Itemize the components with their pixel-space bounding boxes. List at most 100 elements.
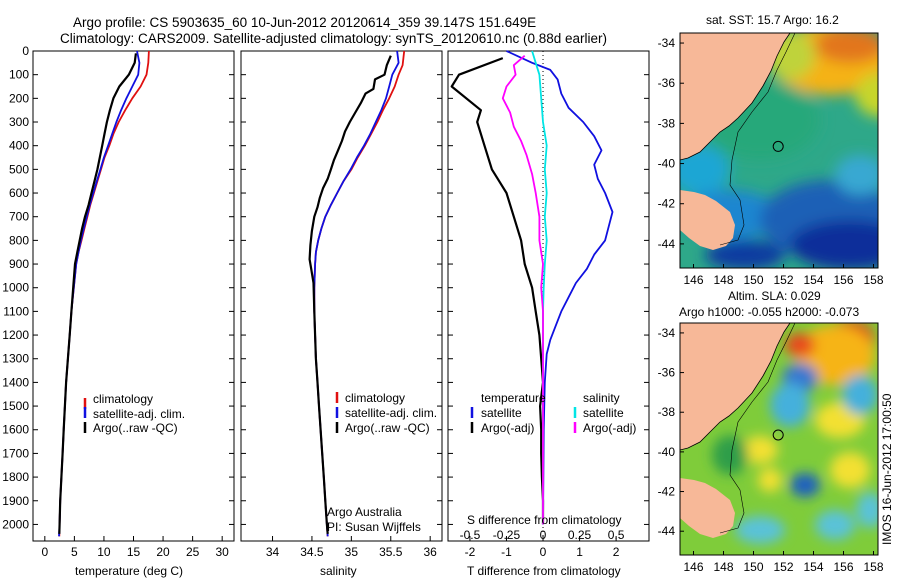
x-tick-label: 2 bbox=[613, 545, 620, 559]
lon-tick-label: 154 bbox=[803, 560, 823, 574]
lon-tick-label: 154 bbox=[803, 273, 823, 287]
legend-title-salinity: salinity bbox=[583, 391, 620, 405]
y-tick-label: 1800 bbox=[2, 470, 29, 484]
legend-label-s-argo: Argo(-adj) bbox=[583, 421, 636, 435]
lon-tick-label: 150 bbox=[743, 273, 763, 287]
sla-tasmania bbox=[680, 478, 735, 538]
lon-tick-label: 156 bbox=[833, 560, 853, 574]
legend-label-satellite-adj: satellite-adj. clim. bbox=[345, 406, 437, 420]
x-tick-label: 25 bbox=[186, 545, 200, 559]
y-tick-label: 1600 bbox=[2, 423, 29, 437]
lat-tick-label: -42 bbox=[658, 197, 676, 211]
x-tick-label: 0 bbox=[540, 545, 547, 559]
sst-mainland bbox=[680, 33, 790, 160]
sla-mainland bbox=[680, 323, 790, 450]
legend-label-satellite-adj: satellite-adj. clim. bbox=[93, 407, 185, 421]
argo-float-marker bbox=[772, 429, 784, 441]
legend-label-t-satellite: satellite bbox=[481, 406, 522, 420]
sla-isobath bbox=[719, 323, 796, 534]
lon-tick-label: 148 bbox=[713, 560, 733, 574]
s-tick-label: -0.25 bbox=[493, 528, 521, 542]
t-diff-xlabel: T difference from climatology bbox=[467, 564, 621, 578]
x-tick-label: 35 bbox=[345, 545, 359, 559]
series-s-argo-adj- bbox=[501, 55, 544, 525]
y-tick-label: 900 bbox=[9, 257, 29, 271]
sla-map-title-1: Altim. SLA: 0.029 bbox=[728, 289, 821, 303]
legend-title-temperature: temperature bbox=[481, 391, 546, 405]
sla-map-frame bbox=[679, 322, 879, 556]
sla-map-field bbox=[680, 323, 878, 555]
lon-tick-label: 152 bbox=[773, 560, 793, 574]
difference-panel: -2 -1 0 1 2 -0.5 -0.25 0 0.25 0.5 S difference fr… bbox=[447, 50, 650, 578]
y-tick-label: 800 bbox=[9, 233, 29, 247]
y-tick-label: 300 bbox=[9, 115, 29, 129]
series-t-argo-adj- bbox=[450, 57, 545, 525]
legend-label-t-argo: Argo(-adj) bbox=[481, 421, 534, 435]
y-tick-label: 1500 bbox=[2, 399, 29, 413]
y-tick-label: 1100 bbox=[3, 304, 29, 318]
lon-tick-label: 146 bbox=[683, 273, 703, 287]
y-tick-label: 1700 bbox=[2, 446, 29, 460]
x-tick-label: 10 bbox=[97, 545, 111, 559]
x-tick-label: 0 bbox=[41, 545, 48, 559]
y-tick-label: 1300 bbox=[2, 352, 29, 366]
title-line-1: Argo profile: CS 5903635_60 10-Jun-2012 … bbox=[73, 15, 536, 30]
series-satellite-adj-clim- bbox=[313, 50, 400, 537]
lon-tick-label: 148 bbox=[713, 273, 733, 287]
y-tick-label: 2000 bbox=[2, 517, 29, 531]
s-tick-label: 0.25 bbox=[568, 528, 592, 542]
sst-map-field bbox=[680, 33, 878, 268]
lon-tick-label: 156 bbox=[833, 273, 853, 287]
salinity-xlabel: salinity bbox=[320, 564, 357, 578]
series-t-satellite bbox=[506, 50, 614, 525]
lat-tick-label: -42 bbox=[658, 485, 676, 499]
temperature-axes-frame bbox=[32, 50, 235, 542]
sst-isobath bbox=[719, 33, 796, 246]
series-satellite-adj-clim- bbox=[58, 50, 141, 537]
imos-timestamp-label: IMOS 16-Jun-2012 17:00:50 bbox=[880, 393, 894, 545]
temperature-panel: 0 5 10 15 20 25 300100200300400500600700800900… bbox=[2, 44, 235, 578]
legend-label-climatology: climatology bbox=[345, 391, 405, 405]
s-tick-label: -0.5 bbox=[460, 528, 481, 542]
sst-coastline bbox=[680, 33, 791, 161]
lat-tick-label: -34 bbox=[658, 36, 676, 50]
sst-tasmania bbox=[680, 190, 735, 250]
lon-tick-label: 152 bbox=[773, 273, 793, 287]
x-tick-label: 1 bbox=[576, 545, 583, 559]
legend-label-argo: Argo(..raw -QC) bbox=[93, 421, 178, 435]
sst-map-panel: sat. SST: 15.7 Argo: 16.2 bbox=[658, 13, 884, 287]
legend-label-climatology: climatology bbox=[93, 392, 153, 406]
series-climatology bbox=[313, 50, 406, 537]
x-tick-label: -2 bbox=[465, 545, 476, 559]
lat-tick-label: -38 bbox=[658, 405, 676, 419]
sla-coastline bbox=[680, 323, 791, 451]
sla-blobs bbox=[712, 323, 878, 544]
x-tick-label: 20 bbox=[156, 545, 170, 559]
lat-tick-label: -34 bbox=[658, 326, 676, 340]
y-tick-label: 1900 bbox=[2, 494, 29, 508]
series-argo-raw-qc- bbox=[308, 55, 392, 534]
temperature-xlabel: temperature (deg C) bbox=[75, 564, 183, 578]
x-tick-label: 34.5 bbox=[300, 545, 324, 559]
legend-label-s-satellite: satellite bbox=[583, 406, 624, 420]
argo-float-marker bbox=[772, 140, 784, 152]
y-tick-label: 500 bbox=[9, 162, 29, 176]
title-line-2: Climatology: CARS2009. Satellite-adjuste… bbox=[60, 31, 607, 46]
lat-tick-label: -38 bbox=[658, 116, 676, 130]
lat-tick-label: -36 bbox=[658, 76, 676, 90]
y-tick-label: 700 bbox=[9, 210, 29, 224]
series-argo-raw-qc- bbox=[58, 53, 137, 534]
sla-map-title-2: Argo h1000: -0.055 h2000: -0.073 bbox=[679, 305, 859, 319]
x-tick-label: -1 bbox=[501, 545, 512, 559]
y-tick-label: 100 bbox=[9, 68, 29, 82]
x-tick-label: 5 bbox=[71, 545, 78, 559]
salinity-panel: 34 34.5 35 35.5 36 salinity climatology sate… bbox=[240, 50, 443, 578]
lat-tick-label: -36 bbox=[658, 366, 676, 380]
salinity-legend: climatology satellite-adj. clim. Argo(..… bbox=[335, 391, 437, 435]
s-tick-label: 0.5 bbox=[608, 528, 625, 542]
s-diff-xlabel: S difference from climatology bbox=[467, 513, 622, 527]
temperature-legend: climatology satellite-adj. clim. Argo(..… bbox=[83, 392, 185, 435]
lat-tick-label: -40 bbox=[658, 445, 676, 459]
attribution-line-2: PI: Susan Wijffels bbox=[327, 520, 421, 534]
